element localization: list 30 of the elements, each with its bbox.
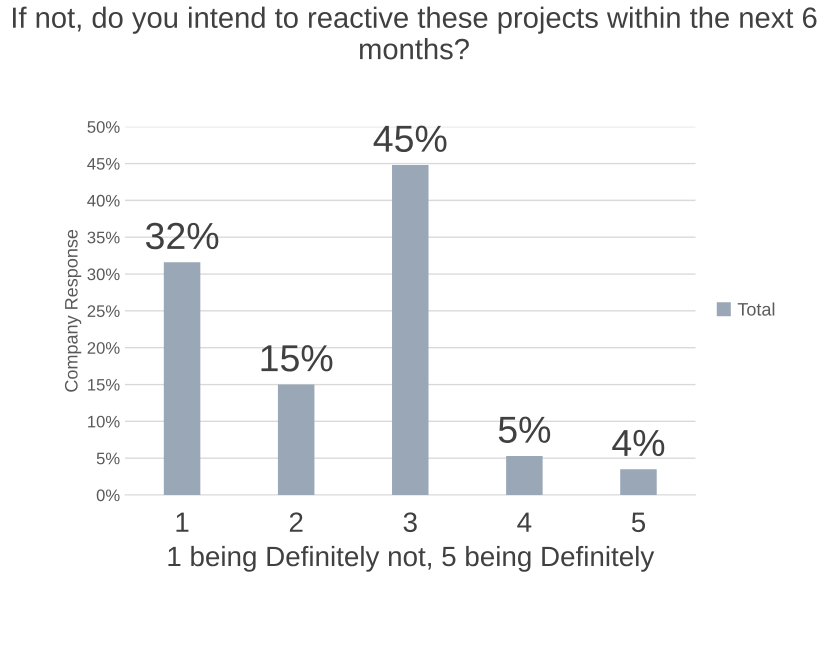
- y-tick-label: 25%: [88, 305, 120, 318]
- text: 32%: [146, 222, 218, 250]
- y-tick-label: 45%: [87, 158, 120, 170]
- legend-label: Total: [738, 302, 774, 316]
- text: 45%: [374, 126, 446, 152]
- text: 15%: [262, 345, 332, 372]
- y-tick-label: 30%: [87, 268, 120, 280]
- y-tick-label: 10%: [88, 416, 120, 428]
- y-tick-label: 5%: [96, 452, 120, 464]
- bar: [506, 456, 543, 495]
- bar: [278, 384, 314, 495]
- x-tick-label: 3: [404, 512, 417, 532]
- x-axis-title: 1 being Definitely not, 5 being Definitely: [168, 546, 654, 572]
- y-tick-label: 35%: [87, 232, 120, 244]
- chart-title: If not, do you intend to reactive these projects within the next 6 months?: [13, 6, 816, 60]
- text: 4%: [612, 430, 664, 456]
- y-tick-label: 50%: [87, 121, 120, 133]
- bar: [620, 469, 657, 495]
- x-tick-label: 5: [632, 512, 646, 532]
- bar: [164, 262, 200, 495]
- y-tick-label: 20%: [88, 342, 120, 354]
- y-tick-label: 0%: [96, 489, 120, 502]
- x-tick-label: 2: [290, 512, 303, 532]
- x-tick-label: 4: [517, 512, 532, 532]
- y-tick-label: 15%: [88, 378, 120, 391]
- text: 5%: [498, 416, 550, 443]
- x-tick-label: 1: [176, 512, 188, 532]
- bar: [392, 165, 429, 495]
- y-tick-label: 40%: [87, 194, 120, 207]
- y-axis-title: Company Response: [64, 230, 82, 392]
